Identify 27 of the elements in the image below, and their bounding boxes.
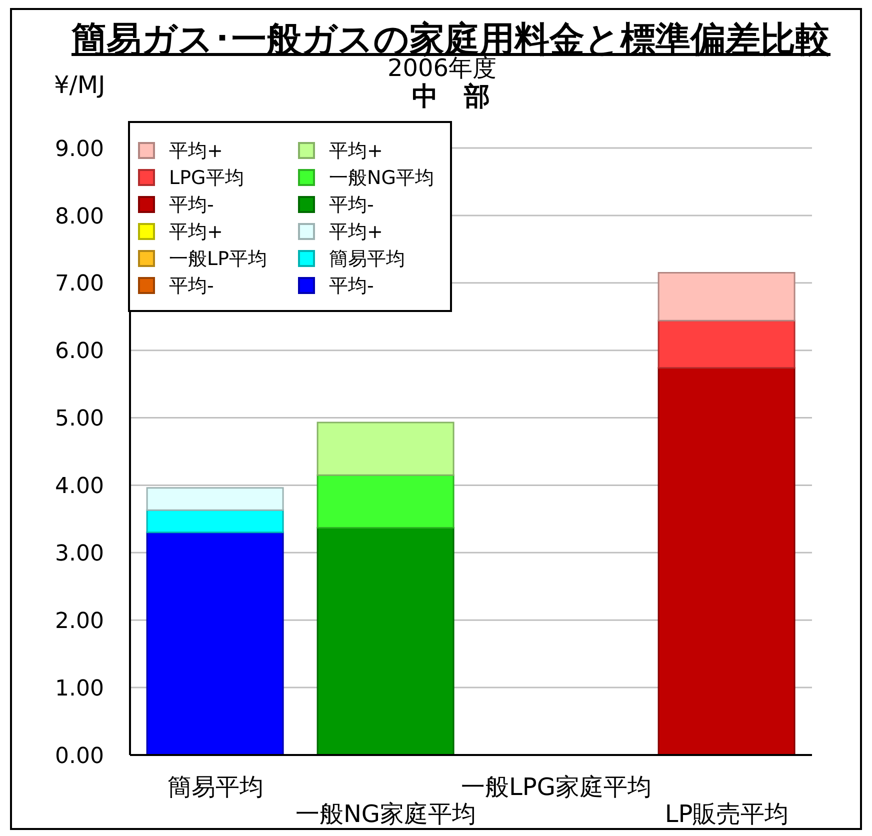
y-axis-title: ¥/MJ xyxy=(54,70,106,100)
legend-label: 一般LP平均 xyxy=(169,248,268,270)
legend-label: 簡易平均 xyxy=(329,248,405,270)
y-tick-label: 2.00 xyxy=(55,608,104,634)
legend-label: 平均- xyxy=(169,274,214,296)
text: 中 部 xyxy=(411,82,491,112)
x-tick-label: 一般LPG家庭平均 xyxy=(461,773,652,801)
y-tick-label: 0.00 xyxy=(55,744,104,769)
legend-label: 平均- xyxy=(329,194,374,216)
y-tick-label: 1.00 xyxy=(55,676,104,702)
y-tick-label: 7.00 xyxy=(55,272,104,297)
legend-label: 一般NG平均 xyxy=(329,166,434,188)
legend-label: 平均+ xyxy=(329,140,383,162)
legend-label: 平均- xyxy=(329,274,374,296)
x-tick-label: 一般NG家庭平均 xyxy=(295,800,476,828)
y-tick-label: 4.00 xyxy=(55,474,104,500)
legend-label: LPG平均 xyxy=(169,166,244,188)
legend-label: 平均+ xyxy=(169,140,223,162)
y-tick-label: 9.00 xyxy=(55,136,104,162)
x-tick-label: LP販売平均 xyxy=(664,800,789,828)
y-tick-label: 6.00 xyxy=(55,339,104,364)
legend-label: 平均+ xyxy=(169,220,223,242)
y-tick-label: 8.00 xyxy=(55,204,104,230)
legend-label: 平均+ xyxy=(329,220,383,242)
y-tick-label: 5.00 xyxy=(55,406,104,432)
y-tick-label: 3.00 xyxy=(55,541,104,566)
legend-label: 平均- xyxy=(169,194,214,216)
